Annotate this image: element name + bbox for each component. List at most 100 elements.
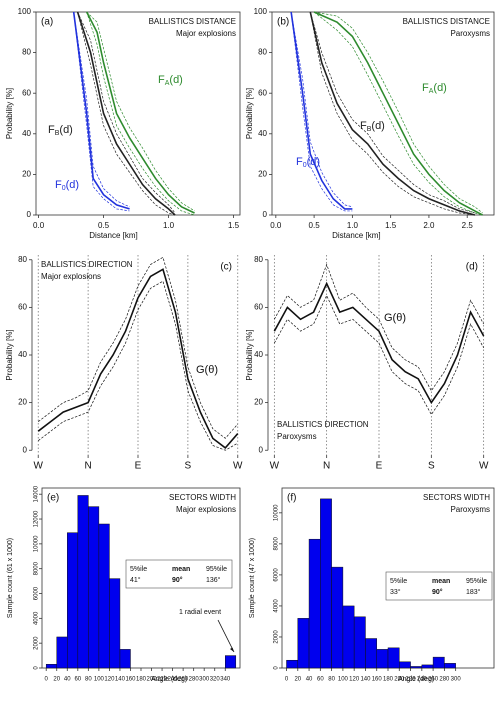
x-tick-label: 1.5 xyxy=(385,221,397,230)
label-sub: 0 xyxy=(62,185,66,192)
series-line xyxy=(37,268,239,449)
y-tick-label: 2000 xyxy=(274,630,280,644)
panel-subtitle: Major explosions xyxy=(41,272,101,281)
y-tick-label: 10000 xyxy=(34,535,40,552)
series-line xyxy=(309,11,476,216)
confidence-bound xyxy=(290,11,353,212)
panel-subtitle: Major explosions xyxy=(176,29,236,38)
x-tick-label: 40 xyxy=(306,677,313,683)
x-axis-label: Angle (deg) xyxy=(151,676,187,683)
histogram-bar xyxy=(399,661,411,669)
x-tick-label: 1.0 xyxy=(163,221,175,230)
panel-subtitle: Paroxysms xyxy=(277,432,317,441)
y-tick-label: 2000 xyxy=(34,636,40,650)
panel-title: BALLISTICS DISTANCE xyxy=(403,17,490,26)
label-sub: A xyxy=(429,88,434,95)
x-tick-label: E xyxy=(135,461,142,472)
panel-title: BALLISTICS DISTANCE xyxy=(149,17,236,26)
histogram-bar xyxy=(320,498,332,669)
histogram-bar xyxy=(410,666,423,669)
x-tick-label: 120 xyxy=(104,677,115,683)
label-main: G(θ) xyxy=(384,312,406,324)
y-tick-label: 80 xyxy=(22,48,31,57)
x-tick-label: 220 xyxy=(406,677,417,683)
x-tick-label: 0 xyxy=(45,677,49,683)
panel-title: BALLISTICS DIRECTION xyxy=(41,260,133,269)
x-tick-label: 80 xyxy=(328,677,335,683)
histogram-bar xyxy=(308,538,321,669)
y-tick-label: 20 xyxy=(18,398,27,407)
series-label: G(θ) xyxy=(384,312,406,324)
x-tick-label: 120 xyxy=(349,677,360,683)
confidence-bound xyxy=(274,294,484,416)
confidence-bound xyxy=(73,11,130,208)
panel: 0 20 40 60 80 W N E S W Probability [%] BALLISTICS … xyxy=(5,255,243,472)
x-tick-label: 0.5 xyxy=(309,221,321,230)
y-tick-label: 80 xyxy=(258,48,267,57)
y-tick-label: 0 xyxy=(259,445,264,454)
panel-subtitle: Major explosions xyxy=(176,505,236,514)
x-tick-label: E xyxy=(376,461,383,472)
y-axis-label: Probability [%] xyxy=(245,329,254,380)
y-tick-label: 4000 xyxy=(274,599,280,613)
series-label: F0(d) xyxy=(55,179,79,192)
histogram-bar xyxy=(387,647,400,669)
label-main: F xyxy=(422,82,429,94)
histogram-bar xyxy=(56,636,68,669)
x-tick-label: 0.5 xyxy=(98,221,110,230)
label-main: G(θ) xyxy=(196,364,218,376)
histogram-bar xyxy=(98,523,110,669)
y-tick-label: 100 xyxy=(254,7,268,16)
series-line xyxy=(313,11,483,216)
y-tick-label: 20 xyxy=(22,170,31,179)
label-main: F xyxy=(296,156,303,168)
plot-frame xyxy=(35,11,241,216)
x-tick-label: 0.0 xyxy=(270,221,282,230)
confidence-bound xyxy=(290,11,353,208)
y-axis-label: Probability [%] xyxy=(5,88,14,139)
x-tick-label: 60 xyxy=(317,677,324,683)
y-axis-label: Probability [%] xyxy=(245,88,254,139)
x-tick-label: N xyxy=(84,461,91,472)
arrow-head xyxy=(230,647,234,652)
x-tick-label: W xyxy=(270,461,280,472)
x-tick-label: N xyxy=(323,461,330,472)
label-tail: (d) xyxy=(307,156,320,168)
label-main: F xyxy=(55,179,62,191)
y-tick-label: 80 xyxy=(18,255,27,264)
plot-frame xyxy=(271,11,495,216)
confidence-bound xyxy=(314,11,483,214)
histogram-bar xyxy=(77,495,89,669)
y-tick-label: 0 xyxy=(23,445,28,454)
label-sub: 0 xyxy=(303,162,307,169)
histogram-bar xyxy=(286,659,299,669)
histogram-bar xyxy=(88,506,100,669)
y-tick-label: 14000 xyxy=(34,485,40,502)
label-sub: B xyxy=(55,130,60,137)
histogram-bar xyxy=(342,605,355,669)
x-tick-label: 40 xyxy=(64,677,71,683)
stats-box xyxy=(125,559,233,589)
y-tick-label: 20 xyxy=(258,170,267,179)
x-tick-label: 1.5 xyxy=(228,221,240,230)
panel: 0 20 40 60 80 W N E S W Probability [%] BALLISTICS … xyxy=(245,255,489,472)
y-tick-label: 0 xyxy=(27,210,32,219)
x-axis-label: Distance [km] xyxy=(89,231,137,240)
histogram-bar xyxy=(444,663,456,669)
x-tick-label: W xyxy=(479,461,489,472)
panel-tag: (f) xyxy=(287,493,296,504)
y-tick-label: 40 xyxy=(18,350,27,359)
panel: 0 20 40 60 80 100 0.0 0.5 1.0 1.5 Distance [km] Pro… xyxy=(5,7,241,240)
y-tick-label: 6000 xyxy=(34,586,40,600)
stats-value: 33° xyxy=(390,588,401,596)
histogram-bar xyxy=(109,578,121,669)
label-main: F xyxy=(158,74,165,86)
label-tail: (d) xyxy=(433,82,446,94)
panel-title: SECTORS WIDTH xyxy=(423,493,490,502)
x-tick-label: 280 xyxy=(439,677,450,683)
x-tick-label: 140 xyxy=(360,677,371,683)
x-tick-label: 2.0 xyxy=(423,221,435,230)
series-label: FA(d) xyxy=(422,82,447,95)
confidence-bound xyxy=(73,11,130,212)
